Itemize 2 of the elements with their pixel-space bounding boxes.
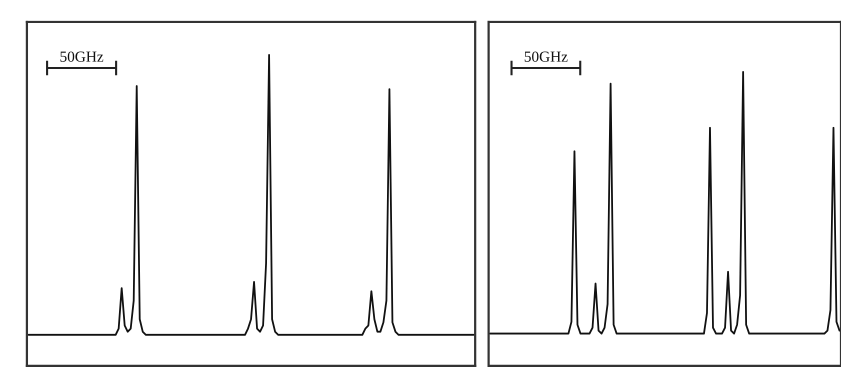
annotation: 50GHz [60,52,104,62]
text: 50GHz [524,52,568,62]
